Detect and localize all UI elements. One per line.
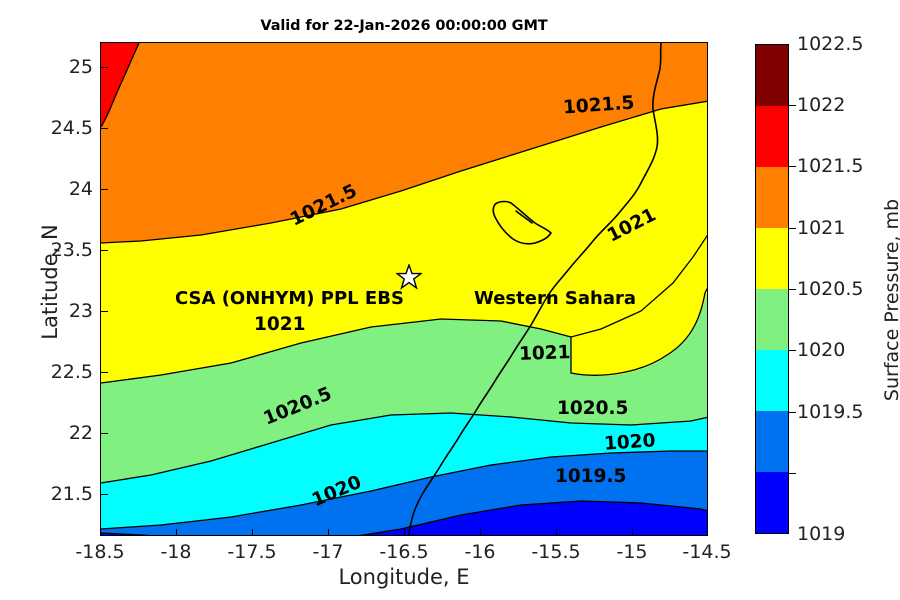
colorbar-tick-label: 1019.5 bbox=[797, 401, 864, 423]
colorbar-tick-label: 1020 bbox=[797, 339, 846, 361]
contour-field bbox=[101, 43, 707, 535]
y-tick bbox=[101, 372, 108, 373]
colorbar-tick-label: 1022 bbox=[797, 94, 846, 116]
x-tick-label: -15 bbox=[616, 541, 648, 563]
colorbar-tick bbox=[789, 350, 796, 351]
y-tick-label: 22.5 bbox=[50, 361, 93, 383]
y-tick-label: 23.5 bbox=[50, 239, 93, 261]
colorbar-band bbox=[756, 350, 788, 411]
star-marker-icon[interactable] bbox=[396, 264, 422, 290]
x-tick bbox=[556, 529, 557, 536]
colorbar-tick-label: 1021.5 bbox=[797, 155, 864, 177]
y-tick bbox=[101, 433, 108, 434]
x-tick bbox=[480, 529, 481, 536]
colorbar-band bbox=[756, 289, 788, 350]
colorbar-band bbox=[756, 411, 788, 472]
y-tick bbox=[101, 128, 108, 129]
x-tick-label: -14.5 bbox=[682, 541, 732, 563]
colorbar-tick-label: 1022.5 bbox=[797, 33, 864, 55]
x-tick-label: -17.5 bbox=[227, 541, 277, 563]
y-tick bbox=[101, 311, 108, 312]
colorbar-band bbox=[756, 167, 788, 228]
x-tick-label: -16.5 bbox=[379, 541, 429, 563]
x-tick bbox=[404, 529, 405, 536]
colorbar-title: Surface Pressure, mb bbox=[881, 198, 900, 402]
colorbar-tick bbox=[789, 289, 796, 290]
contour-label: 1021 bbox=[254, 314, 306, 335]
y-tick bbox=[101, 189, 108, 190]
x-tick-label: -17 bbox=[312, 541, 344, 563]
colorbar-tick bbox=[789, 166, 796, 167]
colorbar-tick bbox=[789, 412, 796, 413]
x-tick bbox=[252, 529, 253, 536]
y-tick bbox=[101, 67, 108, 68]
x-tick-label: -16 bbox=[464, 541, 496, 563]
x-tick bbox=[328, 529, 329, 536]
colorbar-band bbox=[756, 228, 788, 289]
x-tick bbox=[100, 529, 101, 536]
y-tick-label: 21.5 bbox=[50, 483, 93, 505]
contour-label: 1019.5 bbox=[555, 466, 627, 487]
x-tick-label: -15.5 bbox=[531, 541, 581, 563]
colorbar-band bbox=[756, 45, 788, 106]
colorbar-tick-label: 1020.5 bbox=[797, 278, 864, 300]
contour-label: 1020 bbox=[603, 430, 657, 455]
y-tick-label: 23 bbox=[68, 300, 93, 322]
contour-label: 1021 bbox=[518, 342, 571, 365]
contour-plot-area[interactable] bbox=[100, 42, 708, 536]
x-tick-label: -18.5 bbox=[75, 541, 125, 563]
y-tick-label: 24.5 bbox=[50, 117, 93, 139]
page-title: Valid for 22-Jan-2026 00:00:00 GMT bbox=[260, 18, 548, 34]
region-label-western-sahara: Western Sahara bbox=[474, 288, 636, 309]
colorbar-tick bbox=[789, 473, 796, 474]
colorbar-tick-label: 1021 bbox=[797, 217, 846, 239]
y-axis-label: Latitude, N bbox=[38, 224, 62, 340]
colorbar[interactable] bbox=[755, 44, 789, 534]
contour-label: 1020.5 bbox=[557, 398, 629, 419]
colorbar-band bbox=[756, 106, 788, 167]
site-label-csa: CSA (ONHYM) PPL EBS bbox=[175, 288, 404, 309]
x-tick bbox=[176, 529, 177, 536]
colorbar-tick bbox=[789, 105, 796, 106]
y-tick-label: 22 bbox=[68, 422, 93, 444]
y-tick bbox=[101, 494, 108, 495]
y-tick-label: 24 bbox=[68, 178, 93, 200]
x-tick bbox=[632, 529, 633, 536]
y-tick-label: 25 bbox=[68, 56, 93, 78]
colorbar-band bbox=[756, 472, 788, 533]
colorbar-tick bbox=[789, 228, 796, 229]
x-tick-label: -18 bbox=[160, 541, 192, 563]
x-tick bbox=[707, 529, 708, 536]
colorbar-tick-label: 1019 bbox=[797, 523, 846, 545]
y-tick bbox=[101, 250, 108, 251]
x-axis-label: Longitude, E bbox=[338, 565, 470, 589]
